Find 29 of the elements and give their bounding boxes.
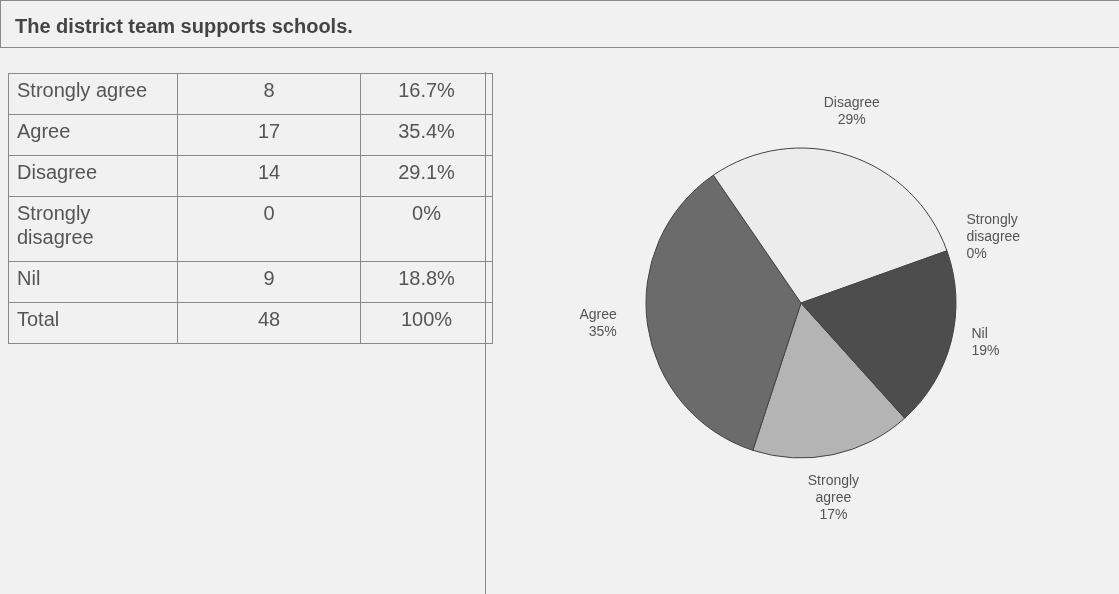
data-label: 16.7% <box>360 73 493 115</box>
data-label: 29.1% <box>360 155 493 197</box>
category-label: Disagree <box>8 155 178 197</box>
text: The district team supports schools. <box>15 14 353 38</box>
category-label: Total <box>8 302 178 344</box>
data-label: 0 <box>177 196 361 262</box>
data-label: 8 <box>177 73 361 115</box>
category-label: Strongly disagree <box>8 196 178 262</box>
data-label: 18.8% <box>360 261 493 303</box>
slice-label: Agree <box>579 305 618 322</box>
category-label: Strongly disagree <box>966 210 1021 244</box>
data-label: 100% <box>360 302 493 344</box>
data-label: 14 <box>177 155 361 197</box>
category-label: Agree <box>8 114 178 156</box>
slice-label: Nil <box>971 324 988 341</box>
slice-label: Strongly agree <box>807 471 860 505</box>
data-label: 35.4% <box>360 114 493 156</box>
data-label: 29% <box>837 110 866 127</box>
data-label: 0% <box>360 196 493 262</box>
data-label: 17 <box>177 114 361 156</box>
data-label: 9 <box>177 261 361 303</box>
text: 0% <box>966 244 987 261</box>
data-label: 48 <box>177 302 361 344</box>
slice-label: Disagree <box>823 93 880 110</box>
data-label: 17% <box>819 505 848 522</box>
category-label: Strongly agree <box>8 73 178 115</box>
data-label: 35% <box>588 322 617 339</box>
category-label: Nil <box>8 261 178 303</box>
data-label: 19% <box>971 341 1000 358</box>
